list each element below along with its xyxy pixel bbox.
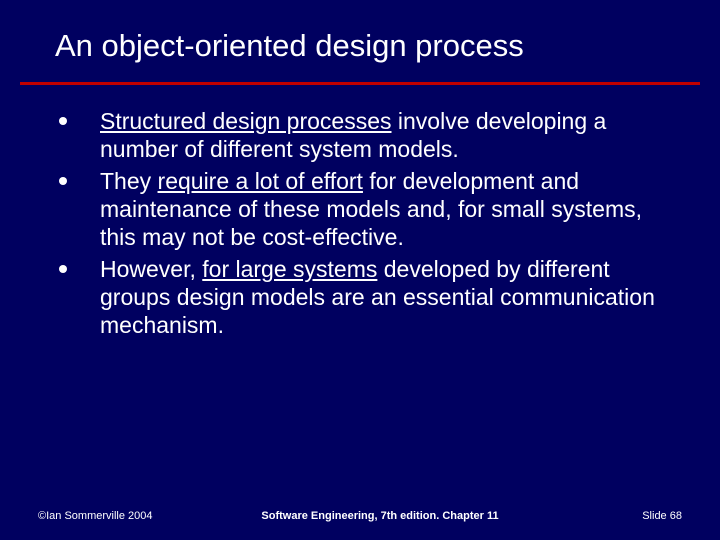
footer-slide-number: Slide 68 <box>562 510 682 522</box>
slide: An object-oriented design process Struct… <box>0 0 720 540</box>
bullet-text-underline: require a lot of effort <box>158 168 363 194</box>
footer-book-title: Software Engineering, 7th edition. Chapt… <box>198 510 562 522</box>
bullet-text-underline: Structured design processes <box>100 108 392 134</box>
bullet-text-underline: for large systems <box>202 256 377 282</box>
slide-number: 68 <box>670 510 682 522</box>
list-item: However, for large systems developed by … <box>45 255 675 339</box>
slide-title: An object-oriented design process <box>55 28 680 64</box>
bullet-text-pre: However, <box>100 256 202 282</box>
bullet-text-pre: They <box>100 168 158 194</box>
footer: ©Ian Sommerville 2004 Software Engineeri… <box>0 510 720 522</box>
list-item: They require a lot of effort for develop… <box>45 167 675 251</box>
footer-copyright: ©Ian Sommerville 2004 <box>38 510 198 522</box>
title-area: An object-oriented design process <box>0 0 720 76</box>
list-item: Structured design processes involve deve… <box>45 107 675 163</box>
bullet-list: Structured design processes involve deve… <box>45 107 675 339</box>
slide-label: Slide <box>642 510 670 522</box>
content-area: Structured design processes involve deve… <box>0 85 720 339</box>
